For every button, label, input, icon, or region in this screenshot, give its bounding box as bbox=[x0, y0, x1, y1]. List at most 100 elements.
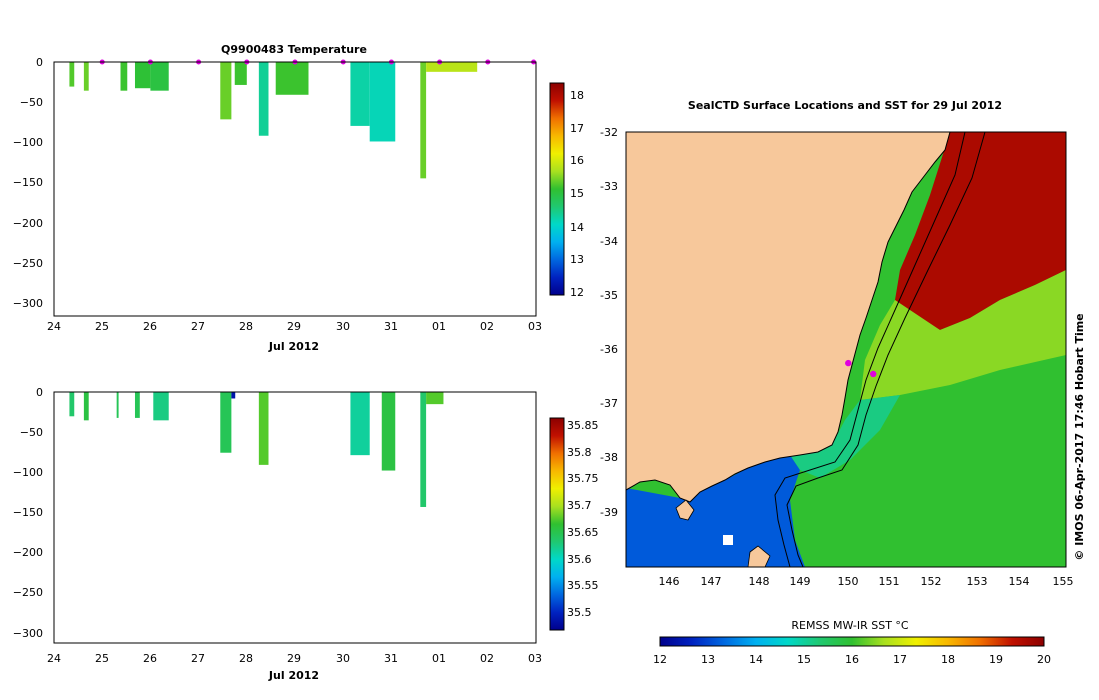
profile-bar bbox=[369, 62, 396, 142]
seal-location-marker bbox=[845, 359, 852, 367]
temperature-colorbar-tick: 13 bbox=[570, 253, 584, 266]
salinity-y-tick: −250 bbox=[13, 586, 43, 599]
salinity-colorbar-tick: 35.65 bbox=[567, 526, 599, 539]
temperature-x-tick: 31 bbox=[384, 320, 398, 333]
profile-bar bbox=[69, 62, 75, 87]
lon-tick: 147 bbox=[701, 575, 722, 588]
salinity-x-tick: 25 bbox=[95, 652, 109, 665]
temperature-colorbar-tick: 18 bbox=[570, 89, 584, 102]
temperature-y-tick: −300 bbox=[13, 297, 43, 310]
lon-tick: 148 bbox=[749, 575, 770, 588]
sst-colorbar-tick: 17 bbox=[893, 653, 907, 666]
profile-bar bbox=[350, 62, 370, 126]
salinity-x-tick: 29 bbox=[287, 652, 301, 665]
profile-bar bbox=[150, 62, 169, 91]
salinity-x-tick: 27 bbox=[191, 652, 205, 665]
lat-tick: -37 bbox=[600, 397, 618, 410]
lon-tick: 155 bbox=[1053, 575, 1074, 588]
temperature-x-axis: 24 25 26 27 28 29 30 31 01 02 03 Jul 201… bbox=[47, 320, 542, 353]
salinity-colorbar-scale bbox=[549, 417, 565, 631]
salinity-colorbar-tick: 35.8 bbox=[567, 446, 592, 459]
sst-colorbar-label: REMSS MW-IR SST °C bbox=[791, 619, 909, 632]
sst-colorbar-tick: 16 bbox=[845, 653, 859, 666]
salinity-x-tick: 24 bbox=[47, 652, 61, 665]
profile-bar bbox=[120, 62, 128, 91]
temperature-colorbar-tick: 14 bbox=[570, 221, 584, 234]
sst-colorbar-scale bbox=[659, 636, 1045, 647]
salinity-colorbar-tick: 35.7 bbox=[567, 499, 592, 512]
sst-colorbar-tick: 13 bbox=[701, 653, 715, 666]
lat-tick: -38 bbox=[600, 451, 618, 464]
profile-bar bbox=[258, 62, 269, 136]
sst-map-panel: SealCTD Surface Locations and SST for 29… bbox=[600, 99, 1086, 666]
profile-bar bbox=[231, 392, 236, 399]
australia-land bbox=[626, 132, 951, 503]
salinity-x-axis: 24 25 26 27 28 29 30 31 01 02 03 Jul 201… bbox=[47, 652, 542, 682]
profile-bar bbox=[420, 62, 427, 179]
salinity-x-tick: 03 bbox=[528, 652, 542, 665]
temperature-x-tick: 01 bbox=[432, 320, 446, 333]
temperature-x-tick: 25 bbox=[95, 320, 109, 333]
salinity-y-axis: 0 −50 −100 −150 −200 −250 −300 bbox=[13, 386, 43, 640]
salinity-colorbar: 35.85 35.8 35.75 35.7 35.65 35.6 35.55 3… bbox=[549, 417, 599, 631]
salinity-y-tick: −150 bbox=[13, 506, 43, 519]
salinity-x-tick: 01 bbox=[432, 652, 446, 665]
profile-bar bbox=[69, 392, 75, 417]
temperature-colorbar-scale bbox=[549, 82, 565, 296]
lat-tick: -35 bbox=[600, 289, 618, 302]
isobath-shallow bbox=[774, 132, 966, 567]
sst-zone-cold bbox=[626, 455, 805, 567]
temperature-x-tick: 26 bbox=[143, 320, 157, 333]
salinity-colorbar-tick: 35.85 bbox=[567, 419, 599, 432]
salinity-x-tick: 02 bbox=[480, 652, 494, 665]
temperature-colorbar-tick: 12 bbox=[570, 286, 584, 299]
salinity-colorbar-tick: 35.6 bbox=[567, 553, 592, 566]
sst-colorbar-tick: 18 bbox=[941, 653, 955, 666]
salinity-x-tick: 30 bbox=[336, 652, 350, 665]
sst-zone-shelf bbox=[860, 270, 1066, 400]
profile-bar bbox=[153, 392, 169, 421]
map-lat-axis: -32 -33 -34 -35 -36 -37 -38 -39 bbox=[600, 126, 618, 519]
salinity-x-tick: 26 bbox=[143, 652, 157, 665]
salinity-y-tick: −100 bbox=[13, 466, 43, 479]
lat-tick: -32 bbox=[600, 126, 618, 139]
temperature-colorbar-tick: 15 bbox=[570, 187, 584, 200]
temperature-profiles bbox=[69, 62, 478, 179]
island bbox=[675, 499, 695, 521]
lon-tick: 150 bbox=[838, 575, 859, 588]
sst-field bbox=[626, 132, 1066, 567]
profile-bar bbox=[420, 392, 427, 507]
sst-zone-warm bbox=[895, 132, 1066, 330]
profile-bar bbox=[350, 392, 370, 456]
salinity-panel: 0 −50 −100 −150 −200 −250 −300 24 25 26 … bbox=[13, 386, 599, 682]
seal-location-marker bbox=[870, 370, 877, 378]
temperature-y-axis: 0 −50 −100 −150 −200 −250 −300 bbox=[13, 56, 43, 310]
lat-tick: -33 bbox=[600, 180, 618, 193]
salinity-x-tick: 28 bbox=[239, 652, 253, 665]
temperature-y-tick: 0 bbox=[36, 56, 43, 69]
temperature-y-tick: −200 bbox=[13, 217, 43, 230]
map-title: SealCTD Surface Locations and SST for 29… bbox=[688, 99, 1002, 112]
lat-tick: -39 bbox=[600, 506, 618, 519]
salinity-plot-frame bbox=[53, 391, 537, 644]
salinity-y-tick: −200 bbox=[13, 546, 43, 559]
salinity-colorbar-tick: 35.75 bbox=[567, 472, 599, 485]
profile-bar bbox=[275, 62, 309, 95]
temperature-x-tick: 24 bbox=[47, 320, 61, 333]
profile-bar bbox=[258, 392, 269, 465]
lat-tick: -36 bbox=[600, 343, 618, 356]
temperature-y-tick: −100 bbox=[13, 136, 43, 149]
salinity-x-tick: 31 bbox=[384, 652, 398, 665]
sst-zone-transition bbox=[790, 395, 900, 478]
temperature-x-tick: 03 bbox=[528, 320, 542, 333]
temperature-colorbar: 18 17 16 15 14 13 12 bbox=[549, 82, 584, 299]
lon-tick: 149 bbox=[790, 575, 811, 588]
sst-colorbar: REMSS MW-IR SST °C 12 13 14 15 16 17 18 … bbox=[653, 619, 1051, 666]
temperature-colorbar-tick: 17 bbox=[570, 122, 584, 135]
sst-colorbar-tick: 20 bbox=[1037, 653, 1051, 666]
temperature-plot-frame bbox=[53, 61, 537, 317]
salinity-colorbar-tick: 35.55 bbox=[567, 579, 599, 592]
lon-tick: 153 bbox=[967, 575, 988, 588]
profile-bar bbox=[234, 62, 247, 85]
lon-tick: 152 bbox=[921, 575, 942, 588]
